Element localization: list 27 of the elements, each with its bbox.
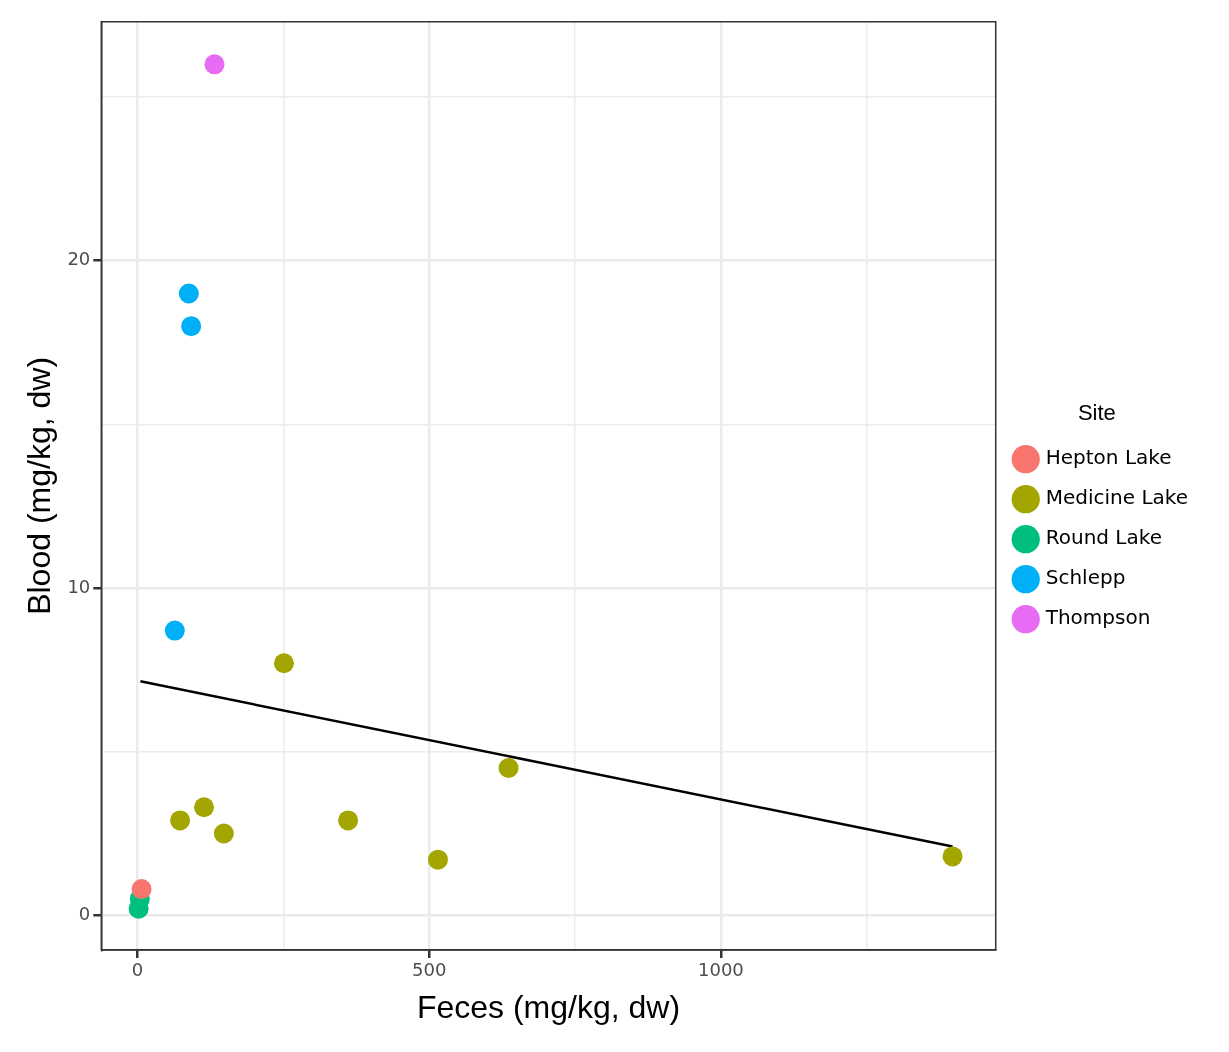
point <box>338 810 359 831</box>
x-tick-label: 500 <box>412 959 447 981</box>
x-tick-label: 0 <box>131 959 144 981</box>
legend-label: Schlepp <box>1045 565 1126 590</box>
point <box>178 283 199 304</box>
point <box>170 810 191 831</box>
point <box>427 849 448 870</box>
legend-label: Round Lake <box>1045 525 1162 550</box>
y-tick-label: 0 <box>78 902 91 924</box>
y-tick-label: 10 <box>67 575 91 597</box>
point <box>498 758 519 779</box>
point <box>273 653 294 674</box>
x-tick-label: 1000 <box>698 959 744 981</box>
y-tick-label: 20 <box>67 248 91 270</box>
point <box>204 54 225 75</box>
point <box>181 316 202 337</box>
point <box>131 879 152 900</box>
legend-label: Medicine Lake <box>1045 485 1189 510</box>
legend-label: Hepton Lake <box>1045 445 1172 470</box>
point <box>942 846 963 867</box>
point <box>213 823 234 844</box>
legend-label: Thompson <box>1044 605 1151 630</box>
legend-title: Site <box>1077 399 1116 425</box>
point <box>164 620 185 641</box>
point <box>193 797 214 818</box>
x-axis-title: Feces (mg/kg, dw) <box>416 988 681 1025</box>
y-axis-title: Blood (mg/kg, dw) <box>21 356 58 615</box>
